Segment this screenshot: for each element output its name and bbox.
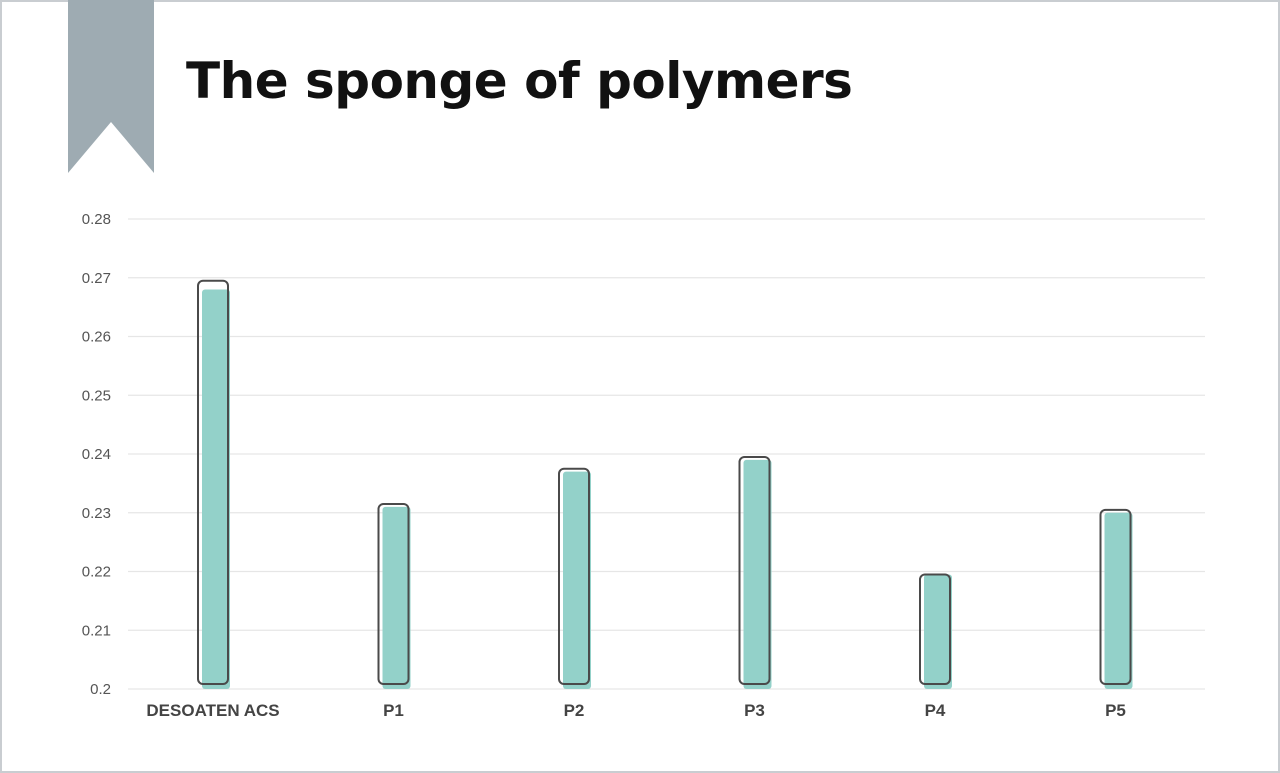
x-tick-label: P2 bbox=[564, 701, 585, 720]
bar bbox=[563, 471, 591, 689]
bar-outline bbox=[738, 455, 771, 685]
bar-outline bbox=[197, 279, 229, 685]
bar bbox=[202, 289, 230, 689]
bar-outline bbox=[919, 573, 951, 685]
x-tick-label: P1 bbox=[383, 701, 404, 720]
chart-title: The sponge of polymers bbox=[186, 52, 853, 110]
bar-outline bbox=[558, 467, 590, 685]
x-tick-label: P4 bbox=[925, 701, 946, 720]
y-tick-label: 0.25 bbox=[82, 387, 111, 404]
x-tick-label: DESOATEN ACS bbox=[146, 701, 279, 720]
bar bbox=[924, 574, 952, 689]
bookmark-ribbon-icon bbox=[68, 0, 154, 173]
y-tick-label: 0.28 bbox=[82, 211, 111, 228]
bar bbox=[1104, 512, 1133, 689]
bar-outline bbox=[1099, 508, 1132, 685]
y-tick-label: 0.2 bbox=[90, 681, 111, 698]
y-tick-label: 0.21 bbox=[82, 622, 111, 639]
x-tick-label: P5 bbox=[1105, 701, 1126, 720]
bar bbox=[382, 506, 411, 689]
y-tick-label: 0.27 bbox=[82, 270, 111, 287]
bar-outline bbox=[377, 502, 410, 685]
y-tick-label: 0.26 bbox=[82, 329, 111, 346]
bar bbox=[743, 459, 772, 689]
y-tick-label: 0.24 bbox=[82, 446, 111, 463]
x-tick-label: P3 bbox=[744, 701, 765, 720]
y-tick-label: 0.23 bbox=[82, 505, 111, 522]
y-tick-label: 0.22 bbox=[82, 564, 111, 581]
